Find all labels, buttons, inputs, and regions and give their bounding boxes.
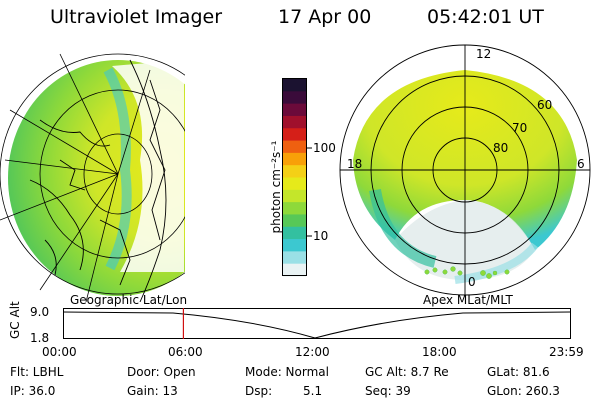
gc-alt-status: GC Alt: 8.7 Re xyxy=(365,365,449,379)
mlt-label-6: 6 xyxy=(577,157,585,171)
timeline-ytick-9: 9.0 xyxy=(30,305,50,319)
ip-status: IP: 36.0 xyxy=(10,384,56,398)
coords-left-label: Geographic Lat/Lon xyxy=(70,293,188,307)
timeline-yaxis-label: GC Alt xyxy=(8,301,22,339)
colorbar-band xyxy=(283,263,306,277)
mlt-label-0: 0 xyxy=(468,275,476,289)
colorbar-band xyxy=(283,202,306,216)
filter-status: Flt: LBHL xyxy=(10,365,64,379)
altitude-timeline xyxy=(63,308,571,339)
seq-status: Seq: 39 xyxy=(365,384,411,398)
gain-status: Gain: 13 xyxy=(127,384,178,398)
mlt-label-12: 12 xyxy=(476,47,492,61)
geographic-map xyxy=(0,53,185,302)
glat-status: GLat: 81.6 xyxy=(487,365,550,379)
lat-lon-grid xyxy=(0,53,185,302)
glon-status: GLon: 260.3 xyxy=(487,384,560,398)
timeline-xtick-0600: 06:00 xyxy=(168,345,203,359)
colorbar-band xyxy=(283,177,306,191)
colorbar-band xyxy=(283,128,306,142)
timeline-xtick-2359: 23:59 xyxy=(549,345,584,359)
polar-plot xyxy=(339,44,591,296)
colorbar-band xyxy=(283,103,306,117)
colorbar-band xyxy=(283,214,306,228)
colorbar-band xyxy=(283,115,306,129)
colorbar-band xyxy=(283,226,306,240)
colorbar-unit-label: photon cm⁻²s⁻¹ xyxy=(269,140,283,234)
dsp-value: 5.1 xyxy=(303,384,323,398)
mlt-label-18: 18 xyxy=(347,157,363,171)
mlat-label-70: 70 xyxy=(512,121,528,135)
mode-status: Mode: Normal xyxy=(245,365,329,379)
colorbar-band xyxy=(283,152,306,166)
timeline-ytick-1-8: 1.8 xyxy=(30,331,50,345)
dsp-label: Dsp: xyxy=(245,384,273,398)
mlat-label-80: 80 xyxy=(493,141,509,155)
colorbar-band xyxy=(283,140,306,154)
door-status: Door: Open xyxy=(127,365,196,379)
colorbar-band xyxy=(283,239,306,252)
polar-grid xyxy=(339,44,591,296)
time-label: 05:42:01 UT xyxy=(427,6,544,28)
coastlines xyxy=(29,59,167,302)
colorbar-band xyxy=(283,251,306,265)
colorbar-tick-10: 10 xyxy=(313,229,329,243)
colorbar-tick-100: 100 xyxy=(313,141,336,155)
polar-data-dots xyxy=(424,266,510,279)
coords-right-label: Apex MLat/MLT xyxy=(423,293,513,307)
timeline-xtick-0000: 00:00 xyxy=(42,345,77,359)
colorbar-band xyxy=(283,189,306,203)
color-scale-bar xyxy=(282,78,312,277)
instrument-title: Ultraviolet Imager xyxy=(50,6,223,28)
colorbar-band xyxy=(283,165,306,179)
timeline-xtick-1200: 12:00 xyxy=(295,345,330,359)
altitude-curve xyxy=(63,311,571,339)
mlat-label-60: 60 xyxy=(537,98,553,112)
timeline-xtick-1800: 18:00 xyxy=(422,345,457,359)
colorbar-band xyxy=(283,91,306,105)
date-label: 17 Apr 00 xyxy=(278,6,372,28)
colorbar-band xyxy=(283,79,306,92)
